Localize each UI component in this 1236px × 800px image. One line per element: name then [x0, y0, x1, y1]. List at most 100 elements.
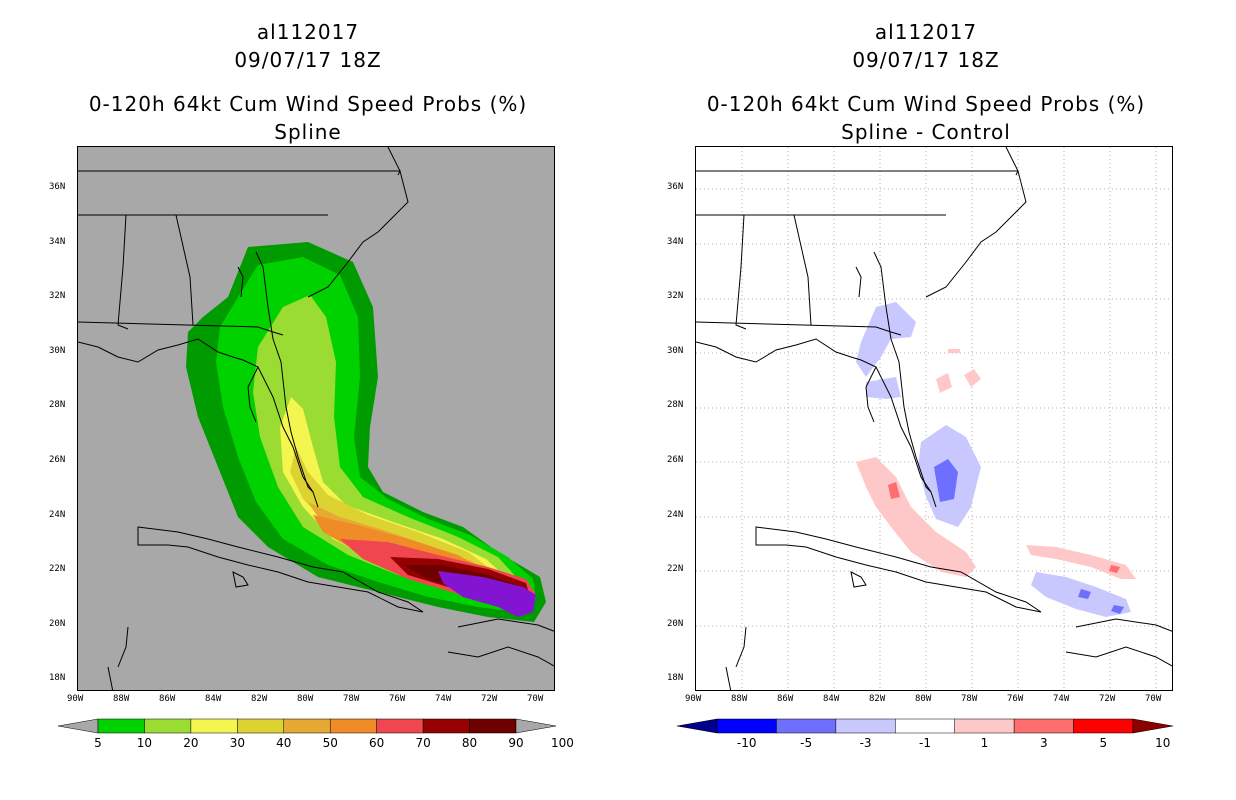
- left-colorbar: [58, 718, 556, 734]
- lon-tick-label: 74W: [435, 694, 452, 704]
- lon-tick-label: 72W: [1099, 694, 1116, 704]
- colorbar-swatch: [283, 718, 331, 734]
- colorbar-left-arrow: [677, 718, 718, 734]
- right-map-svg: [696, 147, 1172, 690]
- lon-tick-label: 84W: [823, 694, 840, 704]
- colorbar-swatch: [97, 718, 145, 734]
- lon-tick-label: 82W: [251, 694, 268, 704]
- colorbar-label: 40: [276, 736, 292, 750]
- diff-neg3-region-bahamas: [934, 459, 958, 502]
- colorbar-swatch: [329, 718, 377, 734]
- colorbar-right-arrow: [515, 718, 556, 734]
- colorbar-swatch: [237, 718, 285, 734]
- right-map: [695, 146, 1173, 691]
- lon-tick-label: 90W: [685, 694, 702, 704]
- lat-tick-label: 24N: [49, 509, 66, 520]
- lat-tick-label: 26N: [667, 455, 684, 465]
- left-storm-id: al112017: [256, 20, 360, 44]
- lat-tick-label: 32N: [667, 291, 684, 302]
- diff-neg1-region-north: [856, 302, 916, 377]
- lat-tick-label: 32N: [49, 291, 66, 302]
- lon-tick-label: 80W: [915, 694, 932, 704]
- lon-tick-label: 70W: [1145, 694, 1162, 704]
- diff-pos3-region-east: [1109, 565, 1120, 573]
- lon-tick-label: 80W: [297, 694, 314, 704]
- colorbar-label: -3: [859, 736, 872, 750]
- colorbar-swatch: [144, 718, 192, 734]
- colorbar-label: 50: [322, 736, 338, 750]
- diff-pos1-region-north-b: [964, 369, 981, 387]
- colorbar-label: 30: [229, 736, 245, 750]
- prob-40-region: [290, 447, 498, 579]
- lat-tick-label: 28N: [49, 400, 66, 411]
- lon-tick-label: 72W: [481, 694, 498, 704]
- right-storm-id: al112017: [874, 20, 978, 44]
- left-datetime: 09/07/17 18Z: [234, 48, 382, 72]
- left-subtitle: Spline: [274, 120, 342, 144]
- lat-tick-label: 24N: [667, 509, 684, 520]
- lat-tick-label: 18N: [667, 673, 684, 684]
- colorbar-label: 5: [1099, 736, 1108, 750]
- colorbar-swatch: [776, 718, 837, 734]
- right-product-title: 0-120h 64kt Cum Wind Speed Probs (%): [706, 92, 1146, 116]
- colorbar-label: -10: [736, 736, 757, 750]
- prob-100-region: [438, 571, 536, 617]
- colorbar-label: 10: [136, 736, 153, 750]
- colorbar-label: 70: [415, 736, 431, 750]
- right-colorbar: [677, 718, 1173, 734]
- diff-pos1-region-north-a: [936, 373, 952, 393]
- colorbar-label: 60: [369, 736, 385, 750]
- colorbar-swatch: [1013, 718, 1074, 734]
- lon-tick-label: 76W: [1007, 694, 1024, 704]
- diff-pos1-region-keys: [856, 457, 976, 577]
- colorbar-label: -1: [919, 736, 931, 750]
- left-map-svg: [78, 147, 554, 690]
- lon-tick-label: 82W: [869, 694, 886, 704]
- lon-tick-label: 78W: [343, 694, 360, 704]
- lon-tick-label: 70W: [527, 694, 544, 704]
- lat-tick-label: 20N: [49, 618, 66, 629]
- lat-tick-label: 36N: [667, 182, 684, 192]
- diff-pos1-region-north-c: [948, 349, 960, 353]
- lat-tick-label: 22N: [667, 564, 684, 575]
- lon-tick-label: 90W: [67, 694, 84, 704]
- colorbar-swatch: [1073, 718, 1134, 734]
- lon-tick-label: 74W: [1053, 694, 1070, 704]
- lat-tick-label: 20N: [667, 618, 684, 629]
- coastline-lines: [78, 147, 554, 690]
- colorbar-swatch: [895, 718, 955, 734]
- lon-tick-label: 76W: [389, 694, 406, 704]
- diff-neg3-region-southeast: [1078, 589, 1091, 599]
- right-datetime: 09/07/17 18Z: [852, 48, 1000, 72]
- lon-tick-label: 86W: [159, 694, 176, 704]
- colorbar-label: 5: [94, 736, 102, 750]
- colorbar-swatch: [190, 718, 238, 734]
- colorbar-swatch: [835, 718, 896, 734]
- colorbar-label: 80: [461, 736, 478, 750]
- lon-tick-label: 88W: [731, 694, 748, 704]
- lat-tick-label: 34N: [49, 236, 66, 247]
- lat-tick-label: 36N: [49, 182, 66, 192]
- diff-pos1-region-east: [1026, 545, 1136, 579]
- lat-tick-label: 30N: [667, 345, 684, 356]
- lat-tick-label: 22N: [49, 564, 66, 575]
- diff-neg1-region-mid: [866, 377, 901, 399]
- colorbar-left-arrow: [58, 718, 99, 734]
- lat-tick-label: 34N: [667, 236, 684, 247]
- lon-tick-label: 86W: [777, 694, 794, 704]
- colorbar-label: 20: [183, 736, 199, 750]
- colorbar-swatch: [422, 718, 470, 734]
- colorbar-label: 3: [1040, 736, 1048, 750]
- colorbar-swatch: [469, 718, 517, 734]
- colorbar-right-arrow: [1132, 718, 1173, 734]
- lat-tick-label: 28N: [667, 400, 684, 411]
- coastline-lines: [696, 147, 1172, 690]
- right-subtitle: Spline - Control: [841, 120, 1011, 144]
- colorbar-swatch: [954, 718, 1015, 734]
- colorbar-swatch: [376, 718, 424, 734]
- lat-tick-label: 26N: [49, 455, 66, 465]
- lat-tick-label: 18N: [49, 673, 66, 684]
- diff-pos3-region-keys: [888, 482, 900, 499]
- colorbar-label: -5: [800, 736, 813, 750]
- colorbar-swatch: [716, 718, 777, 734]
